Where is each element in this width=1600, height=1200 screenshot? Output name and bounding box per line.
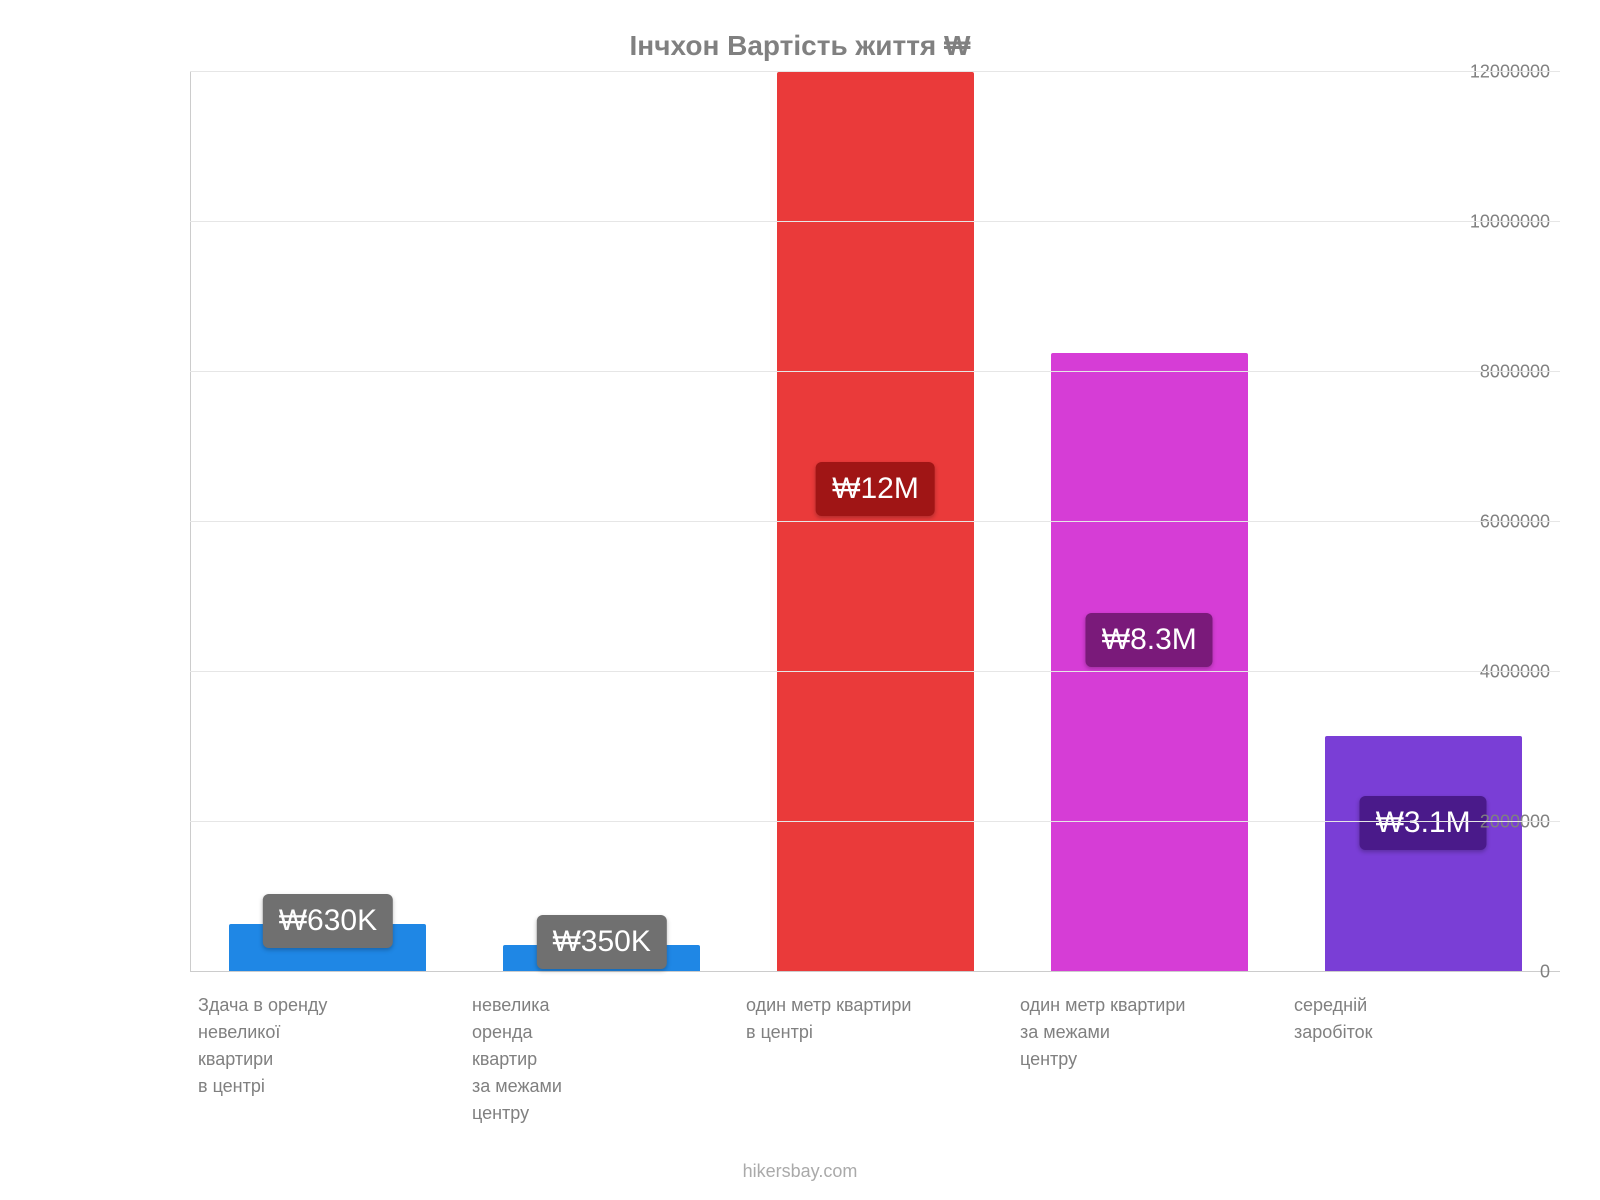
value-badge: ₩350K xyxy=(536,915,666,969)
bar: ₩350K xyxy=(503,945,700,971)
y-tick-label: 0 xyxy=(1450,962,1560,983)
bar: ₩630K xyxy=(229,924,426,971)
gridline xyxy=(190,221,1560,222)
y-tick-label: 4000000 xyxy=(1450,662,1560,683)
x-axis-label: один метр квартири за межами центру xyxy=(1012,992,1286,1127)
cost-of-living-chart: Інчхон Вартість життя ₩ ₩630K ₩350K ₩12M ₩8… xyxy=(0,0,1600,1200)
chart-footer: hikersbay.com xyxy=(0,1161,1600,1182)
plot: ₩630K₩350K₩12M₩8.3M₩3.1M Здача в оренду … xyxy=(80,72,1560,972)
gridline xyxy=(190,371,1560,372)
bar: ₩3.1M xyxy=(1325,736,1522,971)
x-axis-label: середній заробіток xyxy=(1286,992,1560,1127)
y-tick-label: 8000000 xyxy=(1450,362,1560,383)
gridline xyxy=(190,671,1560,672)
y-tick-label: 10000000 xyxy=(1450,212,1560,233)
plot-area: ₩630K ₩350K ₩12M ₩8.3M ₩3.1M xyxy=(190,72,1560,972)
value-badge: ₩630K xyxy=(263,894,393,948)
y-tick-label: 6000000 xyxy=(1450,512,1560,533)
x-axis-label: Здача в оренду невеликої квартири в цент… xyxy=(190,992,464,1127)
gridline xyxy=(190,521,1560,522)
value-badge: ₩8.3M xyxy=(1086,613,1213,667)
x-axis-label: невелика оренда квартир за межами центру xyxy=(464,992,738,1127)
y-tick-label: 12000000 xyxy=(1450,62,1560,83)
gridline xyxy=(190,71,1560,72)
bar: ₩8.3M xyxy=(1051,353,1248,971)
gridline xyxy=(190,821,1560,822)
value-badge: ₩12M xyxy=(816,462,935,516)
x-axis-label: один метр квартири в центрі xyxy=(738,992,1012,1127)
x-axis-labels: Здача в оренду невеликої квартири в цент… xyxy=(190,972,1560,1127)
y-tick-label: 2000000 xyxy=(1450,812,1560,833)
chart-title: Інчхон Вартість життя ₩ xyxy=(40,30,1560,62)
